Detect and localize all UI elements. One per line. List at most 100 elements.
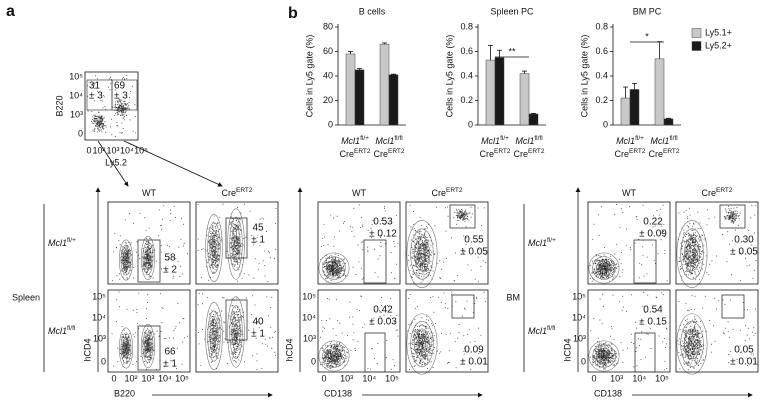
event-dot	[483, 260, 484, 261]
event-dot	[325, 359, 326, 360]
event-dot	[125, 256, 126, 257]
event-dot	[201, 249, 202, 250]
event-dot	[338, 350, 339, 351]
event-dot	[110, 89, 111, 90]
event-dot	[333, 347, 334, 348]
event-dot	[415, 329, 416, 330]
event-dot	[331, 360, 332, 361]
event-dot	[137, 323, 138, 324]
event-dot	[427, 270, 428, 271]
event-dot	[125, 336, 126, 337]
event-dot	[336, 343, 337, 344]
event-dot	[123, 260, 124, 261]
event-dot	[128, 267, 129, 268]
event-dot	[219, 229, 220, 230]
event-dot	[340, 362, 341, 363]
event-dot	[420, 248, 421, 249]
event-dot	[122, 246, 123, 247]
event-dot	[447, 207, 448, 208]
event-dot	[148, 331, 149, 332]
category-label-part: Mcl1	[341, 136, 360, 146]
event-dot	[117, 110, 118, 111]
event-dot	[211, 341, 212, 342]
event-dot	[237, 263, 238, 264]
gate-arrow	[124, 141, 222, 186]
event-dot	[97, 118, 98, 119]
event-dot	[204, 339, 205, 340]
event-dot	[213, 320, 214, 321]
event-dot	[415, 251, 416, 252]
event-dot	[419, 273, 420, 274]
bar	[389, 75, 398, 125]
event-dot	[339, 268, 340, 269]
event-dot	[125, 349, 126, 350]
event-dot	[336, 357, 337, 358]
event-dot	[133, 334, 134, 335]
event-dot	[125, 103, 126, 104]
event-dot	[330, 368, 331, 369]
event-dot	[454, 212, 455, 213]
event-dot	[147, 344, 148, 345]
event-dot	[393, 241, 394, 242]
event-dot	[420, 252, 421, 253]
event-dot	[446, 258, 447, 259]
event-dot	[339, 363, 340, 364]
event-dot	[423, 256, 424, 257]
event-dot	[151, 339, 152, 340]
event-dot	[145, 355, 146, 356]
event-dot	[416, 263, 417, 264]
event-dot	[459, 217, 460, 218]
event-dot	[147, 352, 148, 353]
event-dot	[145, 269, 146, 270]
x-tick-label: 10⁵	[175, 373, 189, 383]
event-dot	[216, 353, 217, 354]
event-dot	[207, 262, 208, 263]
event-dot	[411, 342, 412, 343]
event-dot	[359, 310, 360, 311]
event-dot	[94, 128, 95, 129]
event-dot	[136, 309, 137, 310]
event-dot	[421, 282, 422, 283]
event-dot	[263, 219, 264, 220]
event-dot	[431, 353, 432, 354]
event-dot	[418, 271, 419, 272]
event-dot	[147, 336, 148, 337]
event-dot	[413, 337, 414, 338]
event-dot	[324, 266, 325, 267]
event-dot	[213, 339, 214, 340]
event-dot	[255, 258, 256, 259]
event-dot	[339, 352, 340, 353]
event-dot	[159, 209, 160, 210]
event-dot	[173, 338, 174, 339]
event-dot	[421, 341, 422, 342]
event-dot	[269, 252, 270, 253]
event-dot	[119, 108, 120, 109]
event-dot	[162, 322, 163, 323]
event-dot	[213, 357, 214, 358]
event-dot	[149, 277, 150, 278]
event-dot	[217, 332, 218, 333]
event-dot	[328, 274, 329, 275]
event-dot	[432, 341, 433, 342]
event-dot	[267, 346, 268, 347]
event-dot	[422, 265, 423, 266]
event-dot	[216, 318, 217, 319]
event-dot	[342, 350, 343, 351]
event-dot	[98, 130, 99, 131]
event-dot	[466, 226, 467, 227]
event-dot	[98, 117, 99, 118]
event-dot	[161, 268, 162, 269]
event-dot	[390, 298, 391, 299]
event-dot	[125, 248, 126, 249]
event-dot	[411, 239, 412, 240]
event-dot	[236, 350, 237, 351]
event-dot	[453, 217, 454, 218]
event-dot	[125, 355, 126, 356]
event-dot	[428, 341, 429, 342]
event-dot	[457, 275, 458, 276]
event-dot	[100, 127, 101, 128]
event-dot	[256, 369, 257, 370]
category-label: CreERT2	[479, 148, 510, 160]
event-dot	[161, 229, 162, 230]
event-dot	[108, 87, 109, 88]
